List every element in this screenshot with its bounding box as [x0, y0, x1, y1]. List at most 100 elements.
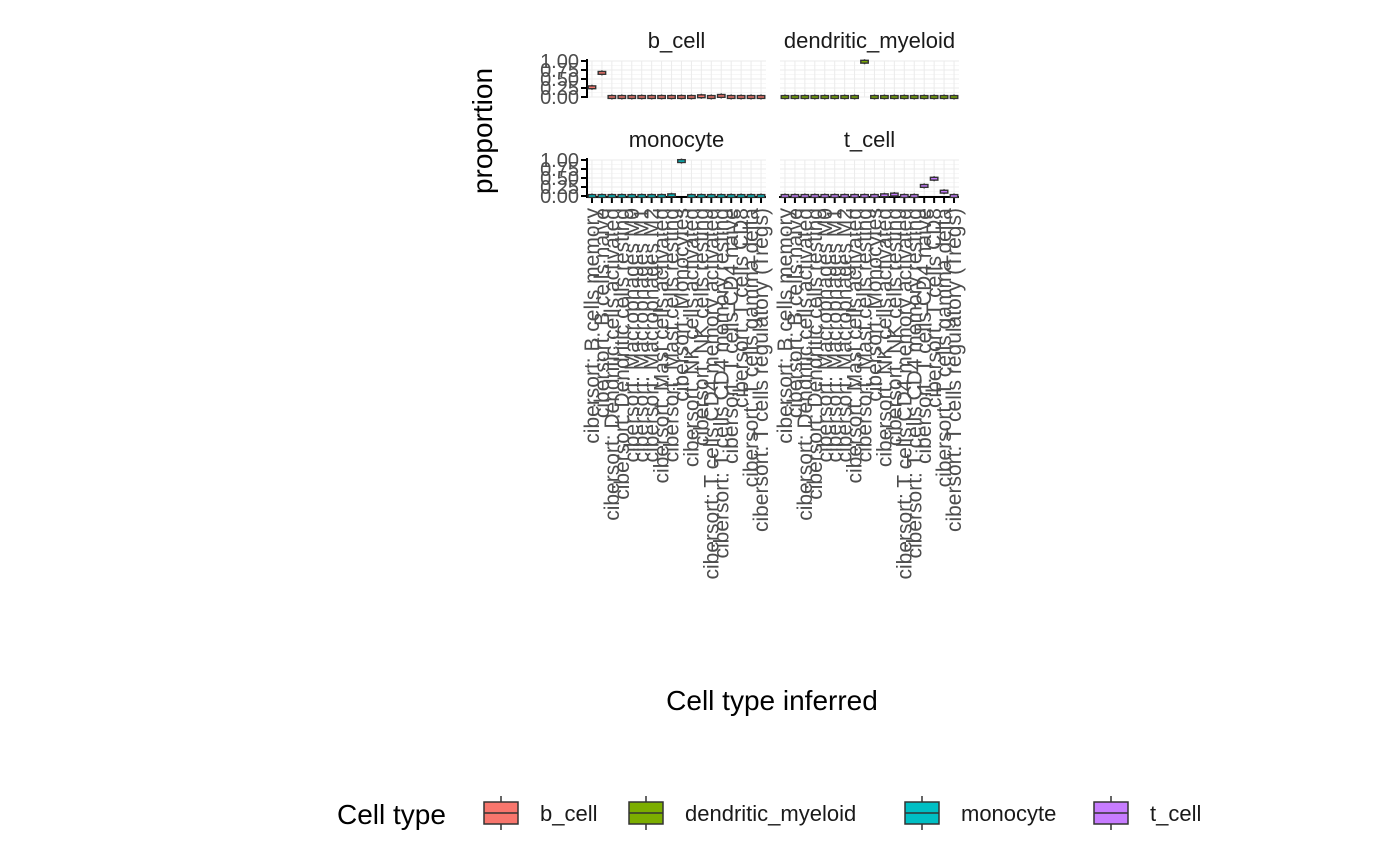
box-mark — [939, 94, 949, 100]
legend-label: t_cell — [1150, 801, 1201, 826]
box-mark — [617, 94, 627, 100]
box-mark — [929, 94, 939, 100]
box-mark — [879, 94, 889, 100]
box-mark — [677, 94, 686, 100]
x-tick-label: cibersort: Macrophages M2 — [834, 208, 857, 462]
box-mark — [889, 94, 899, 100]
facet-panel-dendritic-myeloid: dendritic_myeloid — [780, 28, 959, 100]
box-mark — [696, 193, 706, 199]
box-mark — [850, 193, 860, 199]
x-tick-label: cibersort: NK cells resting — [690, 208, 713, 446]
box-mark — [800, 193, 810, 199]
x-tick-label: cibersort: B cells memory — [581, 208, 604, 444]
box-mark — [657, 193, 667, 199]
legend-item-dendritic-myeloid: dendritic_myeloid — [628, 796, 856, 830]
box-mark — [617, 193, 627, 199]
legend-label: dendritic_myeloid — [685, 801, 856, 826]
box-mark — [860, 193, 869, 199]
x-tick-label: cibersort: T cells CD4 naive — [913, 208, 936, 464]
box-mark — [810, 193, 820, 199]
facet-panel-b-cell: b_cell 0.000.250.500.751.00 — [540, 28, 766, 109]
box-mark — [647, 193, 657, 199]
x-axis-title: Cell type inferred — [666, 685, 878, 716]
box-mark — [830, 193, 840, 199]
box-mark — [587, 193, 597, 199]
x-tick-label: cibersort: T cells regulatory (Tregs) — [943, 208, 966, 532]
box-mark — [637, 94, 647, 100]
box-mark — [607, 193, 617, 199]
x-tick-label: cibersort: T cells CD8 — [923, 208, 946, 408]
box-mark — [919, 94, 929, 100]
box-mark — [899, 193, 909, 199]
legend-item-b-cell: b_cell — [483, 796, 597, 830]
x-tick-label: cibersort: Dendritic cells resting — [611, 208, 634, 500]
box-mark — [756, 94, 766, 100]
y-tick-label: 0.25 — [540, 177, 579, 199]
box-mark — [949, 94, 959, 100]
x-tick-label: cibersort: NK cells resting — [883, 208, 906, 446]
x-tick-label: cibersort: T cells CD4 memory activated — [893, 208, 916, 580]
box-mark — [597, 70, 607, 75]
facet-panels: b_cell0.000.250.500.751.00dendritic_myel… — [540, 28, 959, 208]
box-mark — [746, 193, 756, 199]
x-tick-label: cibersort: B cells naive — [591, 208, 614, 418]
box-mark — [686, 94, 696, 100]
box-mark — [830, 94, 840, 100]
box-mark — [756, 193, 766, 199]
box-mark — [919, 183, 929, 189]
box-mark — [850, 94, 860, 100]
y-tick-label: 0.75 — [540, 60, 579, 82]
box-mark — [840, 94, 850, 100]
x-tick-label: cibersort: Macrophages M0 — [814, 208, 837, 462]
x-tick-label: cibersort: Macrophages M1 — [824, 208, 847, 462]
x-tick-label: cibersort: T cells regulatory (Tregs) — [750, 208, 773, 532]
box-mark — [790, 193, 800, 199]
x-tick-label: cibersort: Dendritic cells activated — [601, 208, 624, 521]
box-mark — [726, 193, 736, 199]
box-mark — [657, 94, 667, 100]
y-tick-label: 0.00 — [540, 87, 579, 109]
box-mark — [879, 193, 889, 198]
y-tick-label: 1.00 — [540, 51, 579, 73]
box-mark — [899, 94, 909, 100]
legend-label: monocyte — [961, 801, 1056, 826]
legend-label: b_cell — [540, 801, 597, 826]
box-mark — [627, 193, 637, 199]
box-mark — [706, 193, 716, 199]
x-tick-label: cibersort: Dendritic cells activated — [794, 208, 817, 521]
box-mark — [667, 193, 676, 198]
x-tick-label: cibersort: Mast cells resting — [854, 208, 877, 462]
box-mark — [736, 94, 746, 100]
box-mark — [607, 94, 617, 100]
x-tick-label: cibersort: Monocytes — [670, 208, 693, 402]
box-mark — [820, 94, 830, 100]
box-mark — [637, 193, 647, 199]
box-mark — [870, 193, 879, 199]
box-mark — [677, 158, 686, 164]
y-tick-label: 1.00 — [540, 150, 579, 172]
x-tick-label: cibersort: Dendritic cells resting — [804, 208, 827, 500]
box-mark — [780, 193, 790, 199]
x-tick-label: cibersort: Macrophages M1 — [631, 208, 654, 462]
x-tick-label: cibersort: T cells CD4 memory resting — [710, 208, 733, 559]
facet-panel-monocyte: monocyte 0.000.250.500.751.00 — [540, 127, 766, 208]
box-mark — [820, 193, 830, 199]
x-tick-label: cibersort: T cells CD4 naive — [720, 208, 743, 464]
facet-strip-label: dendritic_myeloid — [784, 28, 955, 53]
legend-item-monocyte: monocyte — [904, 796, 1056, 830]
box-mark — [706, 94, 716, 100]
x-tick-label: cibersort: Macrophages M0 — [621, 208, 644, 462]
box-mark — [716, 193, 726, 199]
x-tick-label: cibersort: NK cells activated — [680, 208, 703, 467]
box-mark — [909, 94, 919, 100]
y-tick-label: 0.50 — [540, 168, 579, 190]
x-tick-label: cibersort: Mast cells activated — [651, 208, 674, 483]
box-mark — [587, 85, 597, 90]
box-mark — [597, 193, 607, 199]
box-mark — [889, 192, 899, 197]
box-mark — [627, 94, 637, 100]
facet-strip-label: b_cell — [648, 28, 705, 53]
x-tick-label: cibersort: T cells gamma delta — [933, 208, 956, 488]
legend-item-t-cell: t_cell — [1093, 796, 1201, 830]
